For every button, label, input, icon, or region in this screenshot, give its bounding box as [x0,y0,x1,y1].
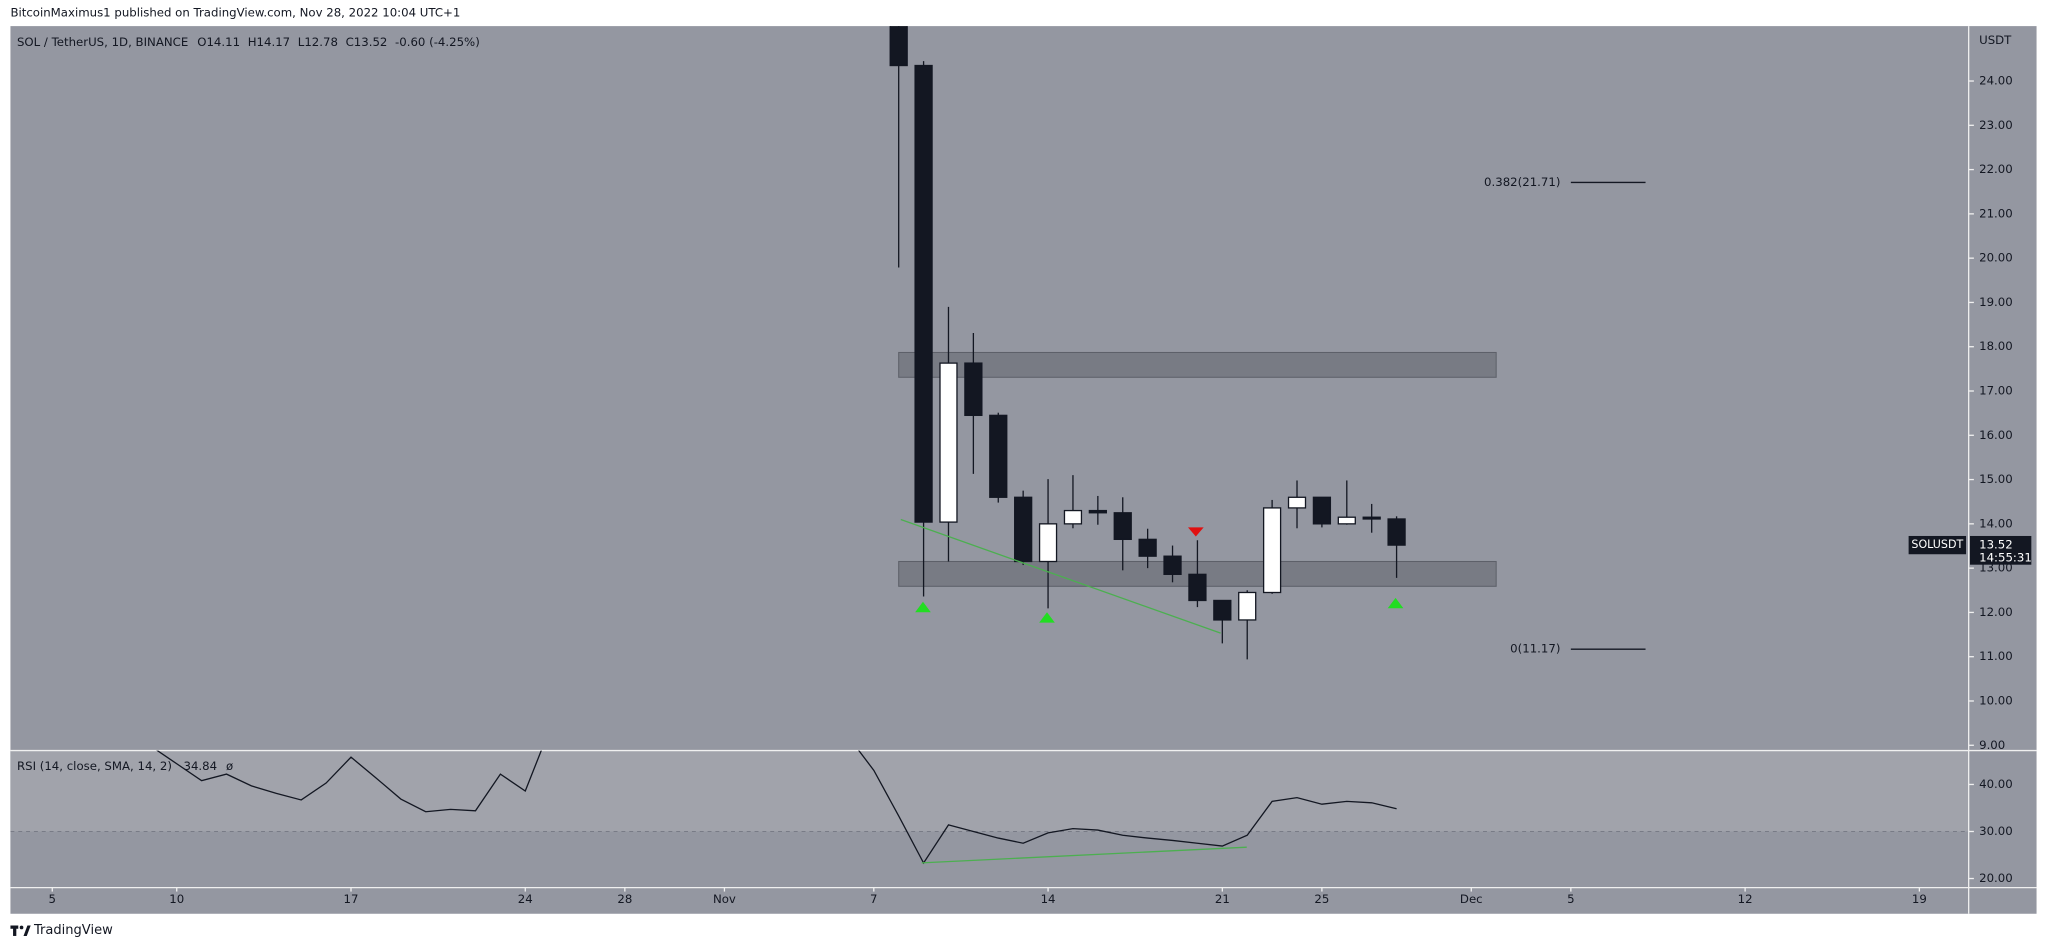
ohlc-label: O [197,34,206,48]
candle-body [1138,538,1157,557]
ticker-box [1908,535,1967,555]
candle-body [1088,509,1107,514]
ohlc-value: 14.11 [206,34,240,48]
x-tick-label: 25 [1314,892,1329,906]
trend-line [900,518,1221,634]
up-arrow [1039,612,1055,623]
y-tick-label: 19.00 [1979,295,2013,309]
candle-body [1163,555,1182,575]
y-tick-label: 20.00 [1979,871,2013,885]
fib-label: 0(11.17) [1510,642,1560,656]
x-tick-label: 12 [1738,892,1753,906]
price-layer: 0.382(21.71) 0(11.17) [889,26,1646,660]
price-value: 13.52 [1979,538,2013,552]
price-unit: USDT [1979,33,2012,47]
candle-body [889,26,908,67]
candle-body [1113,512,1132,541]
change: -0.60 (-4.25%) [395,34,480,48]
ohlc-value: 13.52 [354,34,388,48]
symbol: SOL / TetherUS, 1D, BINANCE [17,34,188,48]
x-tick-label: 5 [49,892,56,906]
fib-label: 0.382(21.71) [1484,175,1560,189]
y-tick-label: 30.00 [1979,824,2013,838]
rsi-line [156,750,1397,865]
y-tick-label: 23.00 [1979,118,2013,132]
y-tick-label: 10.00 [1979,693,2013,707]
x-tick-label: 17 [344,892,359,906]
legend: SOL / TetherUS, 1D, BINANCE O14.11 H14.1… [17,34,480,48]
y-tick-label: 14.00 [1979,516,2013,530]
x-tick-label: 14 [1041,892,1056,906]
candle-body [989,414,1008,498]
logo-part [23,925,31,936]
rsi-band [10,750,1969,832]
y-tick-label: 18.00 [1979,339,2013,353]
y-tick-label: 17.00 [1979,384,2013,398]
rsi-band-layer [10,750,1969,832]
zone [898,351,1497,378]
candle-body [1387,518,1406,546]
up-arrow [1387,597,1404,609]
y-tick-label: 9.00 [1979,738,2005,752]
candle-body [1063,509,1083,525]
y-tick-label: 12.00 [1979,605,2013,619]
annotations [900,518,1404,864]
ticker: SOLUSDT [1911,538,1963,551]
candle-body [1287,496,1307,509]
candle-body [1312,496,1332,525]
x-tick-label: 19 [1912,892,1927,906]
logo-part [19,925,24,930]
x-tick-label: 28 [617,892,632,906]
candle-body [914,64,933,523]
y-tick-label: 40.00 [1979,777,2013,791]
candle-body [1038,523,1058,563]
logo-part [13,925,17,936]
rsi-value: 34.84 [183,759,217,773]
rsi-title: RSI (14, close, SMA, 14, 2) [17,759,172,773]
candle-body [939,362,958,523]
y-tick-label: 16.00 [1979,428,2013,442]
brand-logo [10,925,31,936]
ohlc-label: C [346,34,354,48]
candle-body [1362,516,1381,520]
x-tick-label: 21 [1215,892,1230,906]
publisher: BitcoinMaximus1 published on TradingView… [10,6,460,20]
candle-body [964,362,983,417]
rsi-layer [10,750,1969,865]
x-tick-label: Nov [713,892,736,906]
countdown: 14:55:31 [1979,551,2032,565]
candle-body [1213,599,1232,621]
candle-body [1188,573,1207,602]
ohlc-value: 12.78 [304,34,338,48]
ohlc-label: H [248,34,257,48]
rsi-symbol: ø [226,759,233,773]
down-arrow [1187,527,1204,537]
brand: TradingView [33,923,113,938]
y-tick-label: 11.00 [1979,649,2013,663]
rsi-legend: RSI (14, close, SMA, 14, 2) 34.84 ø [17,759,233,773]
price-box [1969,535,2032,565]
ohlc-label: L [298,34,305,48]
candle-body [1238,591,1257,621]
x-tick-label: 24 [518,892,533,906]
x-tick-label: 5 [1567,892,1574,906]
x-tick-label: 7 [870,892,877,906]
candle-body [1014,496,1033,563]
up-arrow [915,601,931,613]
y-tick-label: 22.00 [1979,162,2013,176]
y-tick-label: 15.00 [1979,472,2013,486]
ohlc-value: 14.17 [257,34,291,48]
candle-body [1262,507,1282,594]
rsi-trend-line [921,846,1247,864]
candle-body [1337,516,1356,525]
y-tick-label: 21.00 [1979,206,2013,220]
y-tick-label: 24.00 [1979,74,2013,88]
x-tick-label: Dec [1460,892,1483,906]
x-tick-label: 10 [169,892,184,906]
y-tick-label: 20.00 [1979,251,2013,265]
